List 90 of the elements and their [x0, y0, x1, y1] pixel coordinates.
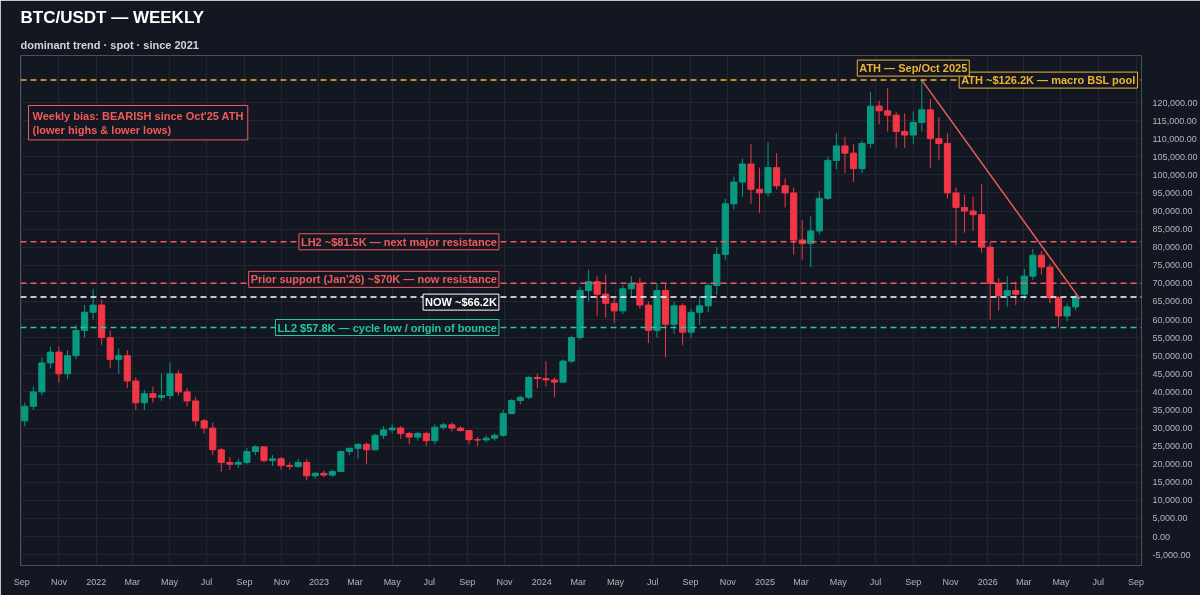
y-tick-label: 35,000.00	[1152, 404, 1193, 415]
y-tick-label: 70,000.00	[1152, 278, 1193, 289]
candlestick	[807, 215, 815, 268]
y-tick-label: 50,000.00	[1152, 350, 1193, 361]
x-tick-label: Jul	[200, 576, 213, 587]
x-tick-label: Mar	[347, 576, 363, 587]
x-tick-label: Mar	[570, 576, 587, 587]
candlestick	[149, 385, 157, 404]
x-tick-label: Nov	[496, 576, 513, 587]
x-tick-label: Jul	[1092, 576, 1104, 587]
y-tick-label: 95,000.00	[1152, 187, 1193, 198]
candlestick	[849, 143, 858, 183]
candlestick	[841, 136, 849, 174]
annotation: ATH — Sep/Oct 2025	[859, 62, 968, 75]
ref-line-label: Prior support (Jan'26) ~$70K — now resistance	[250, 273, 497, 286]
y-tick-label: 10,000.00	[1152, 495, 1193, 506]
x-tick-label: Mar	[1015, 576, 1032, 587]
x-tick-label: May	[383, 576, 402, 587]
y-tick-label: 85,000.00	[1152, 224, 1193, 235]
y-tick-label: 20,000.00	[1152, 459, 1193, 470]
x-tick-label: Nov	[50, 576, 68, 587]
ref-line-label: ATH ~$126.2K — macro BSL pool	[961, 74, 1136, 87]
x-tick-label: Nov	[273, 576, 291, 587]
y-tick-label: 110,000.00	[1152, 133, 1197, 144]
candlestick	[140, 389, 148, 411]
x-tick-label: May	[606, 576, 625, 587]
candlestick	[1012, 281, 1020, 306]
candlestick	[1020, 268, 1028, 301]
candlestick	[1054, 295, 1063, 328]
candlestick	[89, 288, 97, 321]
x-tick-label: Sep	[1128, 576, 1145, 587]
candlestick	[209, 422, 217, 456]
x-tick-label: 2025	[754, 576, 776, 587]
x-tick-label: May	[1052, 576, 1070, 587]
y-tick-label: 120,000.00	[1152, 97, 1198, 108]
candlestick	[106, 329, 114, 369]
candlestick	[1003, 275, 1011, 308]
y-tick-label: 80,000.00	[1152, 242, 1193, 253]
y-tick-label: 75,000.00	[1152, 260, 1193, 271]
candlestick	[115, 347, 123, 375]
x-tick-label: 2024	[531, 576, 552, 587]
x-tick-label: Sep	[236, 576, 253, 587]
candlestick	[303, 458, 311, 481]
candlestick	[773, 152, 781, 190]
x-tick-label: May	[829, 576, 848, 587]
candlestick	[670, 300, 678, 335]
x-tick-label: May	[160, 576, 179, 587]
y-tick-label: 30,000.00	[1152, 423, 1193, 434]
y-tick-label: -5,000.00	[1152, 549, 1191, 560]
x-tick-label: Mar	[124, 576, 140, 587]
chart-subtitle: dominant trend · spot · since 2021	[20, 38, 199, 51]
x-tick-label: Sep	[13, 576, 30, 587]
y-tick-label: 90,000.00	[1152, 206, 1193, 217]
y-tick-label: 105,000.00	[1152, 151, 1198, 162]
y-tick-label: 100,000.00	[1152, 169, 1198, 180]
ref-line-label: LH2 ~$81.5K — next major resistance	[300, 235, 497, 248]
chart-title: BTC/USDT — WEEKLY	[20, 7, 205, 27]
y-tick-label: 65,000.00	[1152, 296, 1193, 307]
candlestick	[755, 167, 764, 214]
x-tick-label: Sep	[905, 576, 922, 587]
x-tick-label: Jul	[423, 576, 436, 587]
x-tick-label: Jul	[646, 576, 659, 587]
annotation: Weekly bias: BEARISH since Oct'25 ATH (lower highs & lower lows)	[32, 109, 244, 136]
ref-line-label: LL2 $57.8K — cycle low / origin of bounce	[277, 321, 497, 334]
y-tick-label: 40,000.00	[1152, 386, 1193, 397]
x-tick-label: 2022	[86, 576, 107, 587]
candlestick	[995, 277, 1003, 311]
candlestick	[362, 442, 371, 465]
x-tick-label: Sep	[459, 576, 476, 587]
x-tick-label: 2026	[977, 576, 998, 587]
candlestick	[610, 297, 618, 324]
y-tick-label: 25,000.00	[1152, 441, 1193, 452]
x-tick-label: Nov	[942, 576, 959, 587]
x-tick-label: Jul	[869, 576, 882, 587]
candlestick	[21, 402, 29, 427]
candlestick	[55, 346, 63, 384]
x-tick-label: Sep	[682, 576, 699, 587]
y-tick-label: 0.00	[1152, 531, 1171, 542]
x-tick-label: Nov	[719, 576, 737, 587]
y-tick-label: 60,000.00	[1152, 314, 1193, 325]
y-tick-label: 45,000.00	[1152, 368, 1193, 379]
y-tick-label: 55,000.00	[1152, 332, 1193, 343]
ref-line-label: NOW ~$66.2K	[425, 296, 497, 309]
y-tick-label: 5,000.00	[1152, 513, 1188, 524]
x-tick-label: 2023	[308, 576, 329, 587]
x-tick-label: Mar	[793, 576, 809, 587]
candlestick	[1029, 248, 1037, 281]
y-tick-label: 15,000.00	[1152, 477, 1193, 488]
candlestick	[619, 284, 627, 315]
y-tick-label: 115,000.00	[1152, 115, 1197, 126]
